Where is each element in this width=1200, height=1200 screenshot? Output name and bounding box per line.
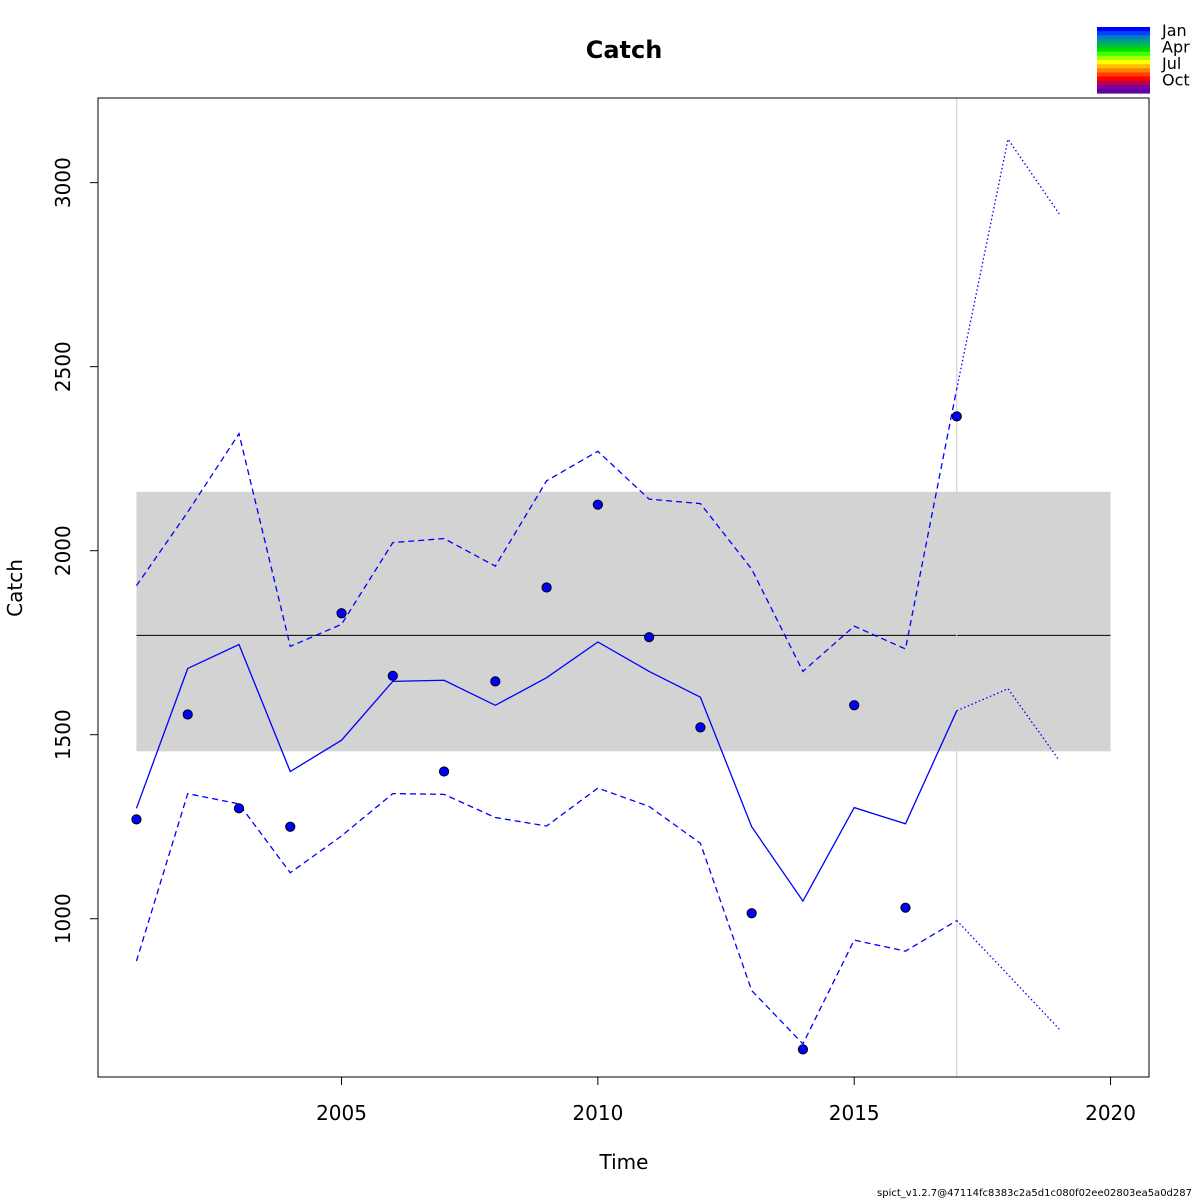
y-axis: 1000 1500 2000 2500 3000 bbox=[51, 157, 98, 944]
observed-point bbox=[951, 411, 962, 422]
observed-point bbox=[336, 608, 347, 619]
series-line-solid-0 bbox=[135, 641, 958, 903]
legend-swatch bbox=[1097, 80, 1150, 86]
legend-swatch bbox=[1097, 72, 1150, 78]
observed-point bbox=[490, 676, 501, 687]
series-line-dashed-1 bbox=[135, 388, 958, 673]
footer-version: spict_v1.2.7@47114fc8383c2a5d1c080f02ee0… bbox=[877, 1188, 1192, 1199]
observed-point bbox=[592, 499, 603, 510]
observed-point bbox=[233, 803, 245, 814]
legend-swatch bbox=[1097, 43, 1150, 49]
legend-swatch bbox=[1097, 84, 1150, 90]
y-tick-label: 2000 bbox=[51, 525, 75, 576]
observed-point bbox=[746, 908, 757, 919]
legend-label: Oct bbox=[1162, 71, 1190, 90]
x-axis: 2005 2010 2015 2020 bbox=[316, 1077, 1136, 1125]
series-line-dotted-4 bbox=[956, 137, 1060, 389]
legend-label: Jan bbox=[1161, 21, 1187, 40]
legend-swatch bbox=[1097, 27, 1150, 32]
legend-swatch bbox=[1097, 60, 1150, 65]
x-tick-label: 2020 bbox=[1085, 1101, 1136, 1125]
legend-swatch bbox=[1097, 51, 1150, 57]
y-tick-label: 1000 bbox=[51, 893, 75, 944]
observed-point bbox=[849, 700, 860, 711]
legend-swatch bbox=[1097, 88, 1150, 94]
legend-swatch bbox=[1097, 64, 1150, 69]
observed-point bbox=[438, 766, 450, 777]
series-line-dashed-2 bbox=[135, 787, 958, 1045]
observed-point bbox=[285, 821, 296, 832]
observed-point bbox=[644, 632, 655, 643]
legend-label: Jul bbox=[1161, 54, 1181, 73]
reference-band bbox=[136, 491, 1111, 752]
legend-swatch bbox=[1097, 68, 1150, 73]
observed-point bbox=[900, 902, 911, 913]
observed-point bbox=[182, 709, 193, 720]
x-tick-label: 2015 bbox=[829, 1101, 880, 1125]
x-axis-label: Time bbox=[599, 1150, 649, 1174]
legend-swatch bbox=[1097, 76, 1150, 82]
plot-frame bbox=[97, 97, 1150, 1078]
legend-swatch bbox=[1097, 55, 1150, 61]
y-tick-label: 3000 bbox=[51, 157, 75, 208]
y-tick-label: 1500 bbox=[51, 709, 75, 760]
plot-area bbox=[131, 98, 1111, 1077]
legend-swatch bbox=[1097, 31, 1150, 36]
legend-swatch bbox=[1097, 39, 1150, 45]
legend-swatch bbox=[1097, 47, 1150, 53]
x-tick-label: 2010 bbox=[572, 1101, 623, 1125]
y-axis-label: Catch bbox=[3, 559, 27, 617]
y-tick-label: 2500 bbox=[51, 341, 75, 392]
observed-point bbox=[695, 722, 706, 733]
observed-point bbox=[131, 814, 142, 825]
observed-point bbox=[541, 582, 552, 593]
legend-label: Apr bbox=[1162, 38, 1190, 57]
x-tick-label: 2005 bbox=[316, 1101, 367, 1125]
chart-title: Catch bbox=[586, 36, 663, 64]
series-line-dotted-5 bbox=[956, 920, 1060, 1030]
legend-swatch bbox=[1097, 35, 1150, 40]
observed-point bbox=[797, 1044, 809, 1055]
observed-point bbox=[387, 670, 398, 681]
